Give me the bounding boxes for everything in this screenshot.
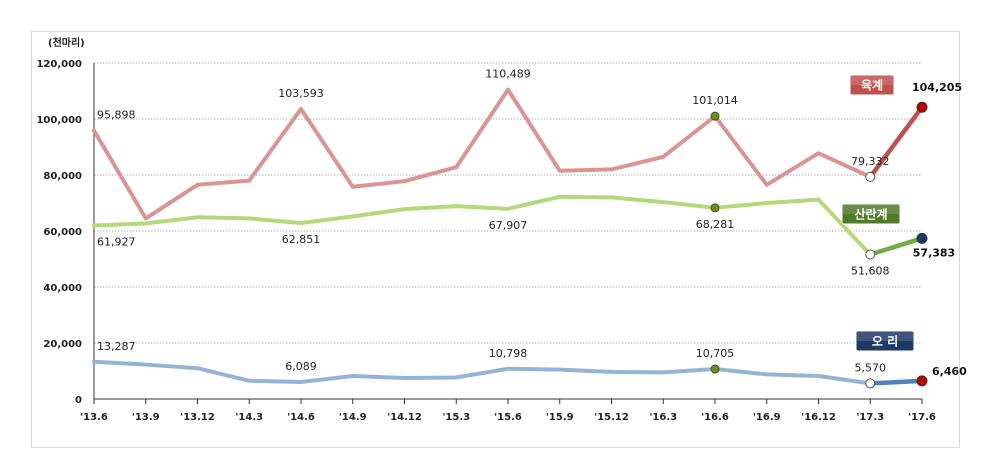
series-highlight-0 <box>868 104 925 180</box>
legend-tag-1: 산란계 <box>841 203 901 225</box>
legend-tag-box <box>855 330 915 352</box>
legend-tag-2: 오 리 <box>855 330 915 352</box>
x-tick-label: '13.6 <box>80 412 108 423</box>
series-line-1 <box>92 194 873 257</box>
legend-tag-box <box>841 203 901 225</box>
series-line-0 <box>92 87 873 221</box>
data-label: 6,089 <box>285 360 317 373</box>
marker-point <box>710 364 720 374</box>
data-label: 95,898 <box>97 108 136 121</box>
data-label: 103,593 <box>278 87 324 100</box>
data-label: 104,205 <box>912 81 962 94</box>
data-labels: 95,898 103,593 110,489 101,014 79,332 104,205… <box>97 68 967 378</box>
y-tick-label: 100,000 <box>36 115 82 126</box>
marker-point <box>710 111 720 121</box>
marker-point <box>916 375 928 387</box>
x-tick-label: '13.12 <box>180 412 215 423</box>
x-tick-label: '14.9 <box>339 412 367 423</box>
data-label: 10,798 <box>489 347 528 360</box>
x-tick-label: '15.6 <box>494 412 522 423</box>
legend-tag-label: 오 리 <box>872 334 898 349</box>
marker-point <box>916 232 928 244</box>
series-line-2 <box>92 359 873 386</box>
data-label: 79,332 <box>851 155 890 168</box>
x-tick-label: '15.3 <box>442 412 470 423</box>
y-tick-label: 20,000 <box>43 339 82 350</box>
series-lines <box>92 87 928 389</box>
x-tick-label: '14.6 <box>287 412 315 423</box>
data-label: 110,489 <box>485 68 531 81</box>
y-tick-label: 40,000 <box>43 283 82 294</box>
data-label: 5,570 <box>855 361 887 374</box>
x-tick-label: '15.12 <box>594 412 629 423</box>
marker-point <box>865 171 876 182</box>
chart-frame <box>31 31 960 448</box>
data-label: 13,287 <box>97 340 136 353</box>
y-tick-label: 0 <box>75 395 82 406</box>
legend-tag-label: 산란계 <box>854 207 887 222</box>
x-tick-label: '16.6 <box>701 412 729 423</box>
axes: 0 20,000 40,000 60,000 80,000 100,000 120,000 '… <box>36 59 935 423</box>
x-tick-label: '16.12 <box>801 412 836 423</box>
x-tick-label: '16.9 <box>753 412 781 423</box>
x-tick-label: '16.3 <box>649 412 677 423</box>
data-label: 62,851 <box>282 233 321 246</box>
y-tick-label: 120,000 <box>36 59 82 70</box>
marker-point <box>916 101 928 113</box>
marker-point <box>865 378 876 389</box>
series-highlight-1 <box>868 236 925 257</box>
legend-tag-box <box>849 74 895 96</box>
data-label: 10,705 <box>696 347 735 360</box>
data-label: 51,608 <box>851 264 890 277</box>
y-axis-unit-label: (천마리) <box>48 36 85 49</box>
y-tick-label: 80,000 <box>43 171 82 182</box>
data-label: 57,383 <box>913 246 955 259</box>
legend-tag-gloss <box>851 76 893 85</box>
legend-tag-label: 육계 <box>861 78 883 93</box>
marker-point <box>865 249 876 260</box>
data-label: 67,907 <box>489 219 528 232</box>
legend-tag-gloss <box>843 205 899 214</box>
x-tick-label: '14.3 <box>235 412 263 423</box>
gridlines <box>94 62 922 344</box>
data-label: 61,927 <box>97 236 136 249</box>
data-label: 6,460 <box>932 365 967 378</box>
x-tick-label: '14.12 <box>387 412 422 423</box>
legend-tag-0: 육계 <box>849 74 895 96</box>
x-tick-label: '15.9 <box>546 412 574 423</box>
data-label: 68,281 <box>696 218 735 231</box>
series-highlight-2 <box>868 378 925 386</box>
y-tick-label: 60,000 <box>43 227 82 238</box>
data-label: 101,014 <box>692 94 738 107</box>
marker-point <box>710 203 720 213</box>
x-tick-label: '17.6 <box>908 412 936 423</box>
x-tick-label: '13.9 <box>132 412 160 423</box>
x-tick-label: '17.3 <box>856 412 884 423</box>
legend-tag-gloss <box>857 332 913 341</box>
